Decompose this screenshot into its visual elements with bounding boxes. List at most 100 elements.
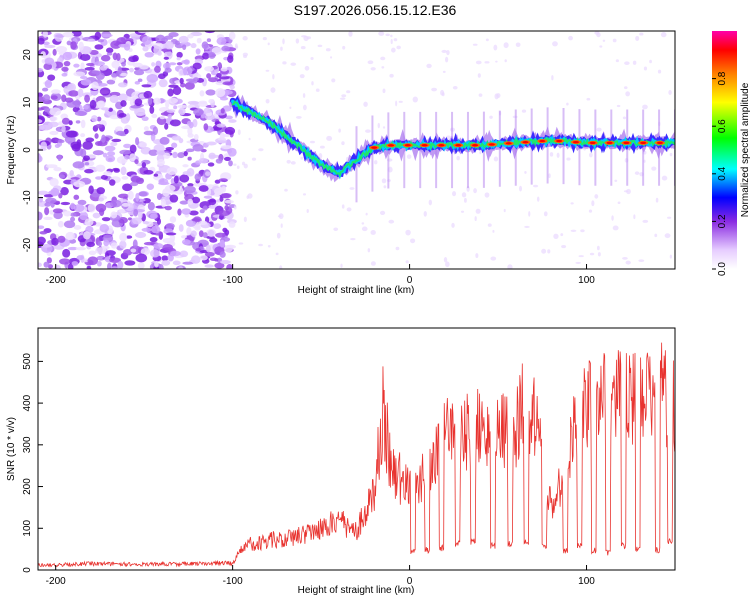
spectrogram-noise-cell [622,116,627,120]
spectrogram-noise-cell [134,67,140,71]
spectrogram-noise-cell [370,67,376,71]
spectrogram-noise-cell [524,170,527,174]
spectrogram-noise-cell [622,256,628,260]
spectrogram-noise-cell [178,137,184,144]
spectrogram-noise-cell [151,62,156,67]
spectrogram-noise-cell [95,72,105,80]
spectrogram-noise-cell [164,205,172,211]
spectrogram-noise-cell [71,261,79,266]
spectrogram-noise-cell [192,118,198,128]
spectrogram-noise-cell [169,234,176,242]
spectrogram-noise-cell [216,123,226,128]
spectrogram-hot-spot [455,144,462,147]
spectrogram-noise-cell [49,116,58,122]
spectrogram-noise-cell [43,194,54,198]
spectrogram-noise-cell [125,235,133,239]
spectrogram-noise-cell [190,31,203,37]
spectrogram-noise-cell [57,154,62,162]
spectrogram-noise-cell [339,97,346,100]
spectrogram-noise-cell [137,262,145,269]
spectrogram-noise-cell [215,88,226,97]
spectrogram-noise-cell [151,113,158,119]
spectrogram-noise-cell [528,211,531,217]
spectrogram-noise-cell [67,246,78,251]
spectrogram-noise-cell [49,107,62,116]
spectrogram-noise-cell [100,174,108,180]
spectrogram-noise-cell [379,210,386,216]
spectrogram-noise-cell [227,147,237,157]
spectrogram-noise-cell [383,185,387,189]
spectrogram-y-tick-label: -20 [22,238,33,253]
spectrogram-noise-cell [205,244,211,253]
spectrogram-noise-cell [137,31,150,34]
spectrogram-noise-cell [625,260,631,265]
spectrogram-noise-cell [38,236,46,245]
spectrogram-noise-cell [330,56,333,59]
spectrogram-noise-cell [94,141,103,146]
spectrogram-noise-cell [633,214,636,220]
spectrogram-noise-cell [203,123,209,131]
spectrogram-noise-cell [228,119,237,123]
snr-y-tick-label: 400 [22,394,33,411]
spectrogram-noise-cell [142,221,150,225]
spectrogram-noise-cell [484,192,490,198]
spectrogram-noise-cell [106,52,113,56]
spectrogram-noise-cell [547,249,551,254]
spectrogram-noise-cell [147,202,155,211]
spectrogram-noise-cell [311,81,314,86]
spectrogram-noise-cell [484,61,490,64]
spectrogram-noise-cell [129,181,139,187]
spectrogram-noise-cell [204,66,215,72]
spectrogram-noise-cell [190,230,197,238]
spectrogram-noise-cell [116,130,126,136]
spectrogram-noise-cell [219,132,225,140]
spectrogram-noise-cell [73,180,86,188]
spectrogram-noise-cell [395,100,398,107]
spectrogram-noise-cell [669,254,672,259]
spectrogram-noise-cell [664,233,671,239]
spectrogram-noise-cell [54,264,61,269]
spectrogram-noise-cell [44,207,50,216]
spectrogram-noise-cell [218,76,230,80]
chart-title: S197.2026.056.15.12.E36 [293,2,457,18]
spectrogram-noise-cell [164,35,174,40]
spectrogram-noise-cell [164,67,172,73]
spectrogram-noise-cell [186,227,192,236]
spectrogram-noise-cell [95,124,103,129]
spectrogram-noise-cell [70,141,82,150]
spectrogram-noise-cell [67,83,75,90]
spectrogram-noise-cell [426,63,432,69]
spectrogram-noise-cell [38,196,43,203]
spectrogram-noise-cell [612,38,617,43]
spectrogram-noise-cell [377,122,380,129]
spectrogram-noise-cell [668,90,672,96]
snr-y-label: SNR (10 * v/v) [6,417,17,481]
spectrogram-noise-cell [162,188,171,197]
spectrogram-noise-cell [441,49,448,53]
spectrogram-noise-cell [45,197,57,204]
spectrogram-noise-cell [177,104,188,109]
spectrogram-noise-cell [65,231,75,241]
spectrogram-noise-cell [490,256,497,261]
spectrogram-noise-cell [50,187,60,197]
spectrogram-noise-cell [121,61,126,67]
spectrogram-noise-cell [219,96,229,101]
colorbar-tick-label: 0.0 [717,262,728,276]
spectrogram-noise-cell [475,60,482,65]
spectrogram-noise-cell [208,154,220,158]
spectrogram-noise-cell [168,84,179,88]
spectrogram-noise-cell [169,194,179,203]
spectrogram-noise-cell [144,51,154,58]
spectrogram-noise-cell [642,104,648,110]
spectrogram-noise-cell [119,240,127,249]
spectrogram-noise-cell [134,80,141,85]
spectrogram-noise-cell [59,174,66,179]
spectrogram-noise-cell [184,81,195,90]
spectrogram-hot-spot [488,143,495,146]
spectrogram-noise-cell [589,252,595,256]
spectrogram-noise-cell [596,245,600,251]
spectrogram-noise-cell [63,220,76,229]
spectrogram-noise-cell [157,158,165,167]
spectrogram-noise-cell [431,87,438,92]
spectrogram-noise-cell [179,200,189,205]
